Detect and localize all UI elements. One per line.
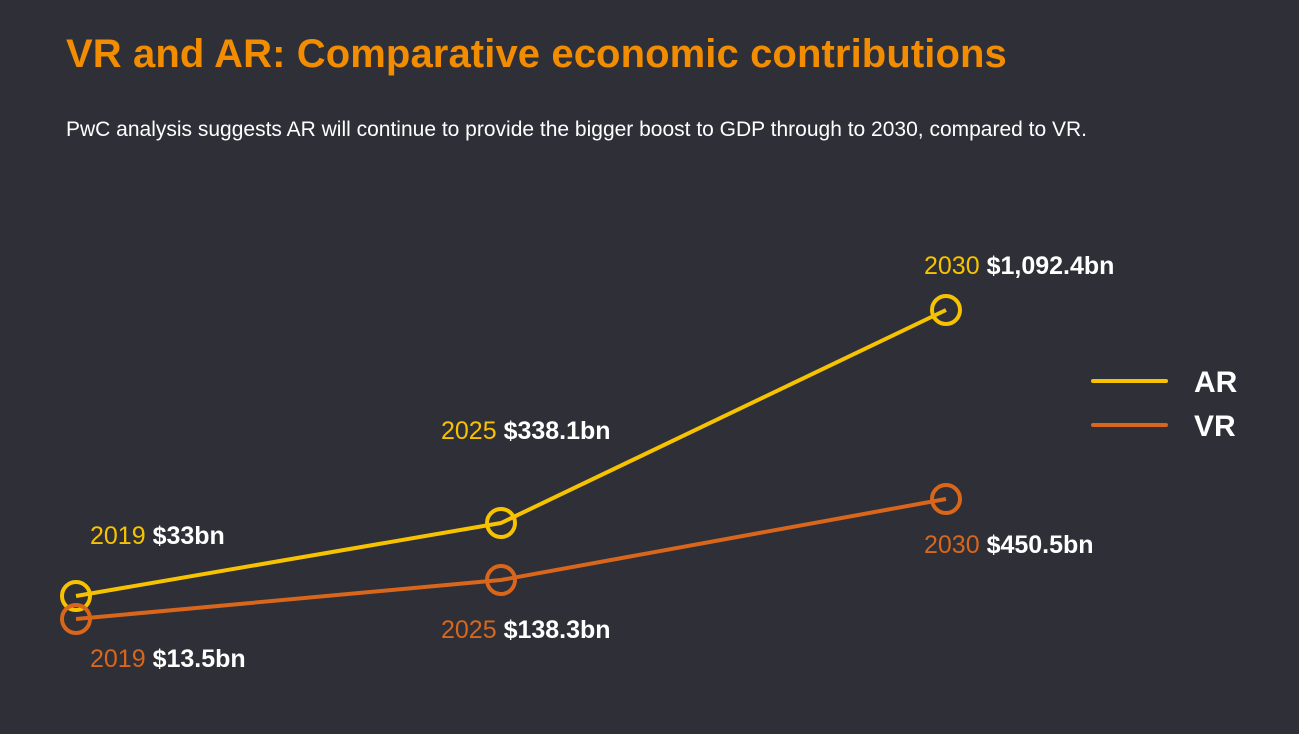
data-label-year: 2030 (924, 252, 987, 280)
page-subtitle: PwC analysis suggests AR will continue t… (66, 118, 1088, 141)
series-line-ar (75, 308, 947, 598)
series-points (60, 294, 962, 635)
data-label-year: 2025 (441, 616, 504, 644)
data-label-value: $1,092.4bn (987, 252, 1115, 280)
legend-label-vr: VR (1194, 410, 1236, 443)
data-label-ar-2030: 2030 $1,092.4bn (924, 252, 1114, 280)
data-label-year: 2019 (90, 522, 153, 550)
series-lines (75, 308, 947, 621)
data-label-year: 2025 (441, 417, 504, 445)
series-line-vr (75, 497, 947, 621)
data-label-ar-2025: 2025 $338.1bn (441, 417, 611, 445)
data-label-value: $13.5bn (153, 645, 246, 673)
data-label-vr-2030: 2030 $450.5bn (924, 531, 1094, 559)
data-point-vr-2030 (930, 483, 962, 515)
data-point-ar-2025 (485, 507, 517, 539)
data-point-ar-2019 (60, 580, 92, 612)
data-label-year: 2030 (924, 531, 987, 559)
data-point-ar-2030 (930, 294, 962, 326)
data-label-year: 2019 (90, 645, 153, 673)
data-label-vr-2025: 2025 $138.3bn (441, 616, 611, 644)
data-point-vr-2019 (60, 603, 92, 635)
page-title: VR and AR: Comparative economic contribu… (66, 32, 1007, 76)
data-label-value: $338.1bn (504, 417, 611, 445)
data-label-vr-2019: 2019 $13.5bn (90, 645, 246, 673)
data-point-vr-2025 (485, 564, 517, 596)
legend-label-ar: AR (1194, 366, 1238, 399)
data-label-value: $450.5bn (987, 531, 1094, 559)
data-label-value: $138.3bn (504, 616, 611, 644)
data-label-ar-2019: 2019 $33bn (90, 522, 225, 550)
data-label-value: $33bn (153, 522, 225, 550)
legend: AR VR (1091, 366, 1238, 443)
